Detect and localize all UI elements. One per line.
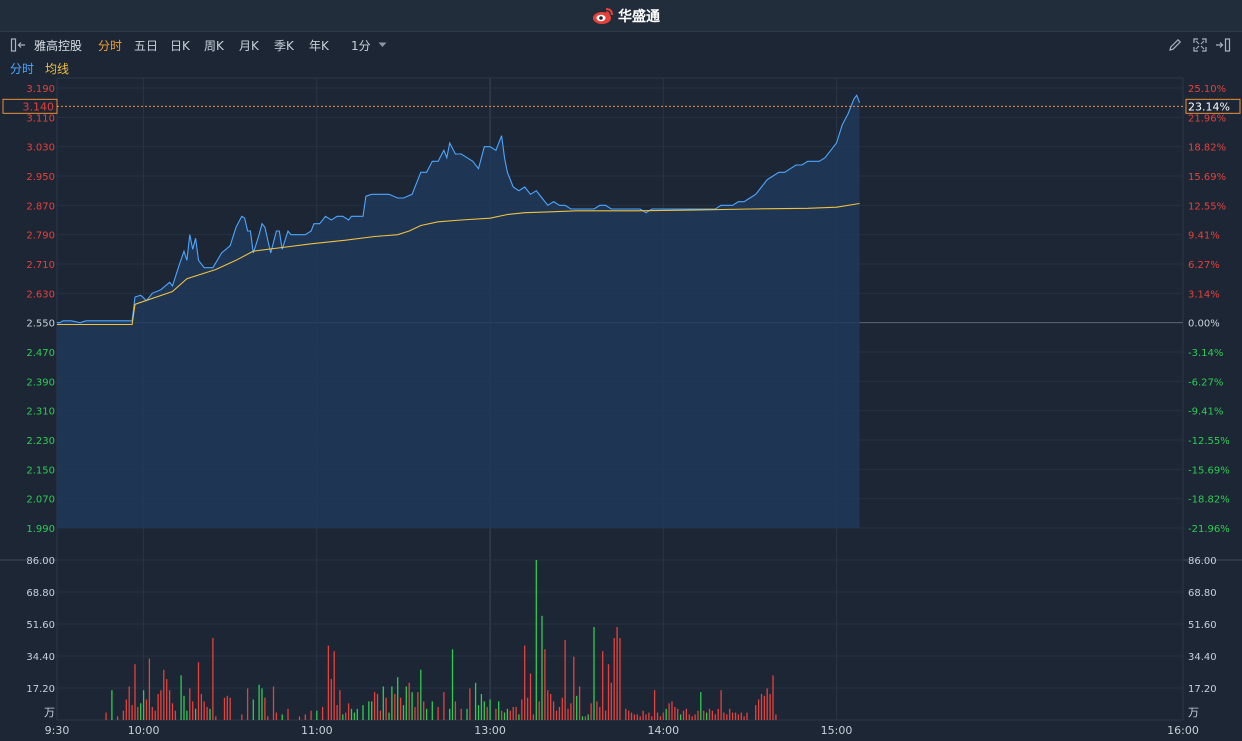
price-tick-label: 3.110 xyxy=(26,113,55,124)
stock-name: 雅高控股 xyxy=(34,39,83,53)
percent-tick-label: -18.82% xyxy=(1188,495,1230,506)
crosshair-percent-box xyxy=(1185,98,1241,114)
volume-tick-label-right: 68.80 xyxy=(1188,588,1217,599)
expand-right-icon[interactable] xyxy=(1214,38,1232,52)
crosshair-percent-label: 23.14% xyxy=(1188,100,1230,113)
crosshair-price-box xyxy=(2,98,58,114)
price-tick-label: 2.310 xyxy=(26,407,55,418)
price-tick-label: 2.390 xyxy=(26,377,55,388)
brand: 华盛通 xyxy=(592,6,660,26)
percent-tick-label: -9.41% xyxy=(1188,407,1223,418)
percent-tick-label: 21.96% xyxy=(1188,113,1226,124)
time-tick-label: 13:00 xyxy=(474,724,506,737)
price-tick-label: 2.230 xyxy=(26,436,55,447)
percent-tick-label: 18.82% xyxy=(1188,143,1226,154)
percent-tick-label: -6.27% xyxy=(1188,377,1223,388)
volume-tick-label-right: 17.20 xyxy=(1188,684,1217,695)
volume-tick-label-right: 34.40 xyxy=(1188,652,1217,663)
title-bar: 华盛通 xyxy=(0,0,1242,32)
price-tick-label: 3.030 xyxy=(26,143,55,154)
price-tick-label: 2.710 xyxy=(26,260,55,271)
time-tick-label: 11:00 xyxy=(301,724,333,737)
price-tick-label: 1.990 xyxy=(26,524,55,535)
tab-five-day[interactable]: 五日 xyxy=(134,39,159,53)
volume-tick-label: 17.20 xyxy=(26,684,55,695)
price-tick-label: 3.190 xyxy=(26,84,55,95)
price-tick-label: 2.070 xyxy=(26,495,55,506)
percent-tick-label: -3.14% xyxy=(1188,348,1223,359)
volume-tick-label-right: 86.00 xyxy=(1188,556,1217,567)
percent-tick-label: 15.69% xyxy=(1188,172,1226,183)
percent-tick-label: 0.00% xyxy=(1188,319,1220,330)
time-tick-label: 9:30 xyxy=(45,724,70,737)
volume-tick-label-right: 51.60 xyxy=(1188,620,1217,631)
collapse-left-icon[interactable] xyxy=(10,38,28,52)
price-tick-label: 2.630 xyxy=(26,289,55,300)
toolbar: 雅高控股 分时 五日 日K 周K 月K 季K 年K 1分 xyxy=(0,32,1242,58)
price-tick-label: 2.790 xyxy=(26,231,55,242)
percent-tick-label: 3.14% xyxy=(1188,289,1220,300)
crosshair-price-label: 3.140 xyxy=(23,100,55,113)
tab-daily-k[interactable]: 日K xyxy=(170,39,190,53)
time-tick-label: 10:00 xyxy=(128,724,160,737)
price-tick-label: 2.150 xyxy=(26,465,55,476)
legend-price-line: 分时 xyxy=(10,62,35,76)
time-tick-label: 15:00 xyxy=(821,724,853,737)
line-layer xyxy=(56,94,861,326)
price-line xyxy=(56,94,861,324)
average-line xyxy=(57,202,860,326)
legend-average-line: 均线 xyxy=(45,62,70,76)
tab-intraday[interactable]: 分时 xyxy=(98,39,123,53)
interval-select[interactable]: 1分 xyxy=(351,39,371,53)
price-tick-label: 2.550 xyxy=(26,319,55,330)
price-tick-label: 2.470 xyxy=(26,348,55,359)
axis-layer: 3.190 25.10% 3.110 21.96% 3.030 18.82% 2.950 15… xyxy=(26,84,1229,737)
fullscreen-icon[interactable] xyxy=(1193,38,1207,52)
price-area-layer xyxy=(57,95,860,529)
volume-layer xyxy=(105,560,777,720)
volume-tick-label: 86.00 xyxy=(26,556,55,567)
volume-tick-label: 68.80 xyxy=(26,588,55,599)
time-tick-label: 16:00 xyxy=(1167,724,1199,737)
volume-unit-label-right: 万 xyxy=(1188,706,1199,719)
chevron-down-icon[interactable] xyxy=(378,42,387,48)
tab-yearly-k[interactable]: 年K xyxy=(309,39,329,53)
price-tick-label: 2.950 xyxy=(26,172,55,183)
tab-weekly-k[interactable]: 周K xyxy=(204,39,224,53)
volume-tick-label: 34.40 xyxy=(26,652,55,663)
percent-tick-label: 9.41% xyxy=(1188,231,1220,242)
price-area-fill xyxy=(57,95,860,529)
weibo-eye-logo-icon xyxy=(593,8,613,24)
pencil-icon[interactable] xyxy=(1168,38,1182,52)
volume-tick-label: 51.60 xyxy=(26,620,55,631)
tab-monthly-k[interactable]: 月K xyxy=(239,39,259,53)
percent-tick-label: -21.96% xyxy=(1188,524,1230,535)
crosshair-layer: 3.140 23.14% xyxy=(2,98,1241,114)
percent-tick-label: 6.27% xyxy=(1188,260,1220,271)
price-tick-label: 2.870 xyxy=(26,201,55,212)
time-tick-label: 14:00 xyxy=(647,724,679,737)
tab-quarterly-k[interactable]: 季K xyxy=(274,39,294,53)
volume-unit-label: 万 xyxy=(44,706,55,719)
percent-tick-label: 12.55% xyxy=(1188,201,1226,212)
percent-tick-label: -12.55% xyxy=(1188,436,1230,447)
percent-tick-label: 25.10% xyxy=(1188,84,1226,95)
brand-name: 华盛通 xyxy=(618,9,660,25)
percent-tick-label: -15.69% xyxy=(1188,465,1230,476)
